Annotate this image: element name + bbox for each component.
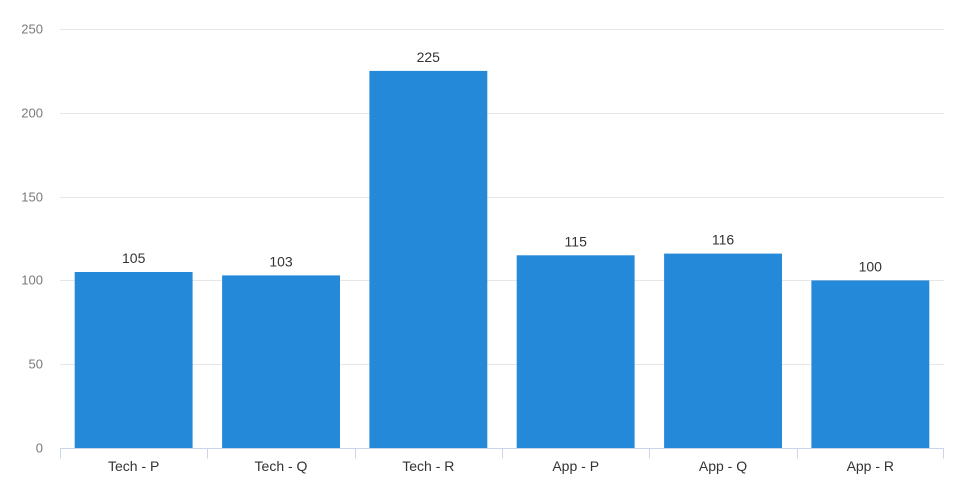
y-tick-label-100: 100: [21, 273, 43, 288]
x-tick-label-2: Tech - R: [402, 458, 454, 474]
x-tick-label-1: Tech - Q: [255, 458, 308, 474]
bar-3: [516, 255, 635, 448]
bars-layer: [74, 70, 930, 449]
data-label-4: 116: [712, 232, 735, 248]
y-tick-label-0: 0: [36, 441, 43, 456]
data-label-5: 100: [859, 258, 883, 274]
data-label-3: 115: [565, 233, 588, 249]
x-tick-label-5: App - R: [847, 458, 894, 474]
bar-4: [664, 253, 782, 448]
bar-2: [369, 70, 488, 449]
x-tick-label-4: App - Q: [699, 458, 747, 474]
data-label-2: 225: [417, 49, 441, 65]
data-labels-layer: 105 103 225 115 116 100: [122, 49, 883, 274]
x-tick-label-0: Tech - P: [108, 458, 159, 474]
grid-layer: [60, 29, 944, 365]
y-axis-ticks: 0 50 100 150 200 250: [21, 22, 43, 456]
bar-5: [811, 280, 930, 448]
x-axis: Tech - P Tech - Q Tech - R App - P App - Q Ap…: [60, 448, 944, 474]
data-label-0: 105: [122, 250, 146, 266]
y-tick-label-50: 50: [29, 357, 43, 372]
y-tick-label-250: 250: [21, 22, 43, 37]
bar-1: [222, 275, 340, 448]
y-tick-label-200: 200: [21, 106, 43, 121]
data-label-1: 103: [269, 253, 293, 269]
bar-0: [74, 272, 193, 448]
x-tick-label-3: App - P: [552, 458, 599, 474]
y-tick-label-150: 150: [21, 190, 43, 205]
